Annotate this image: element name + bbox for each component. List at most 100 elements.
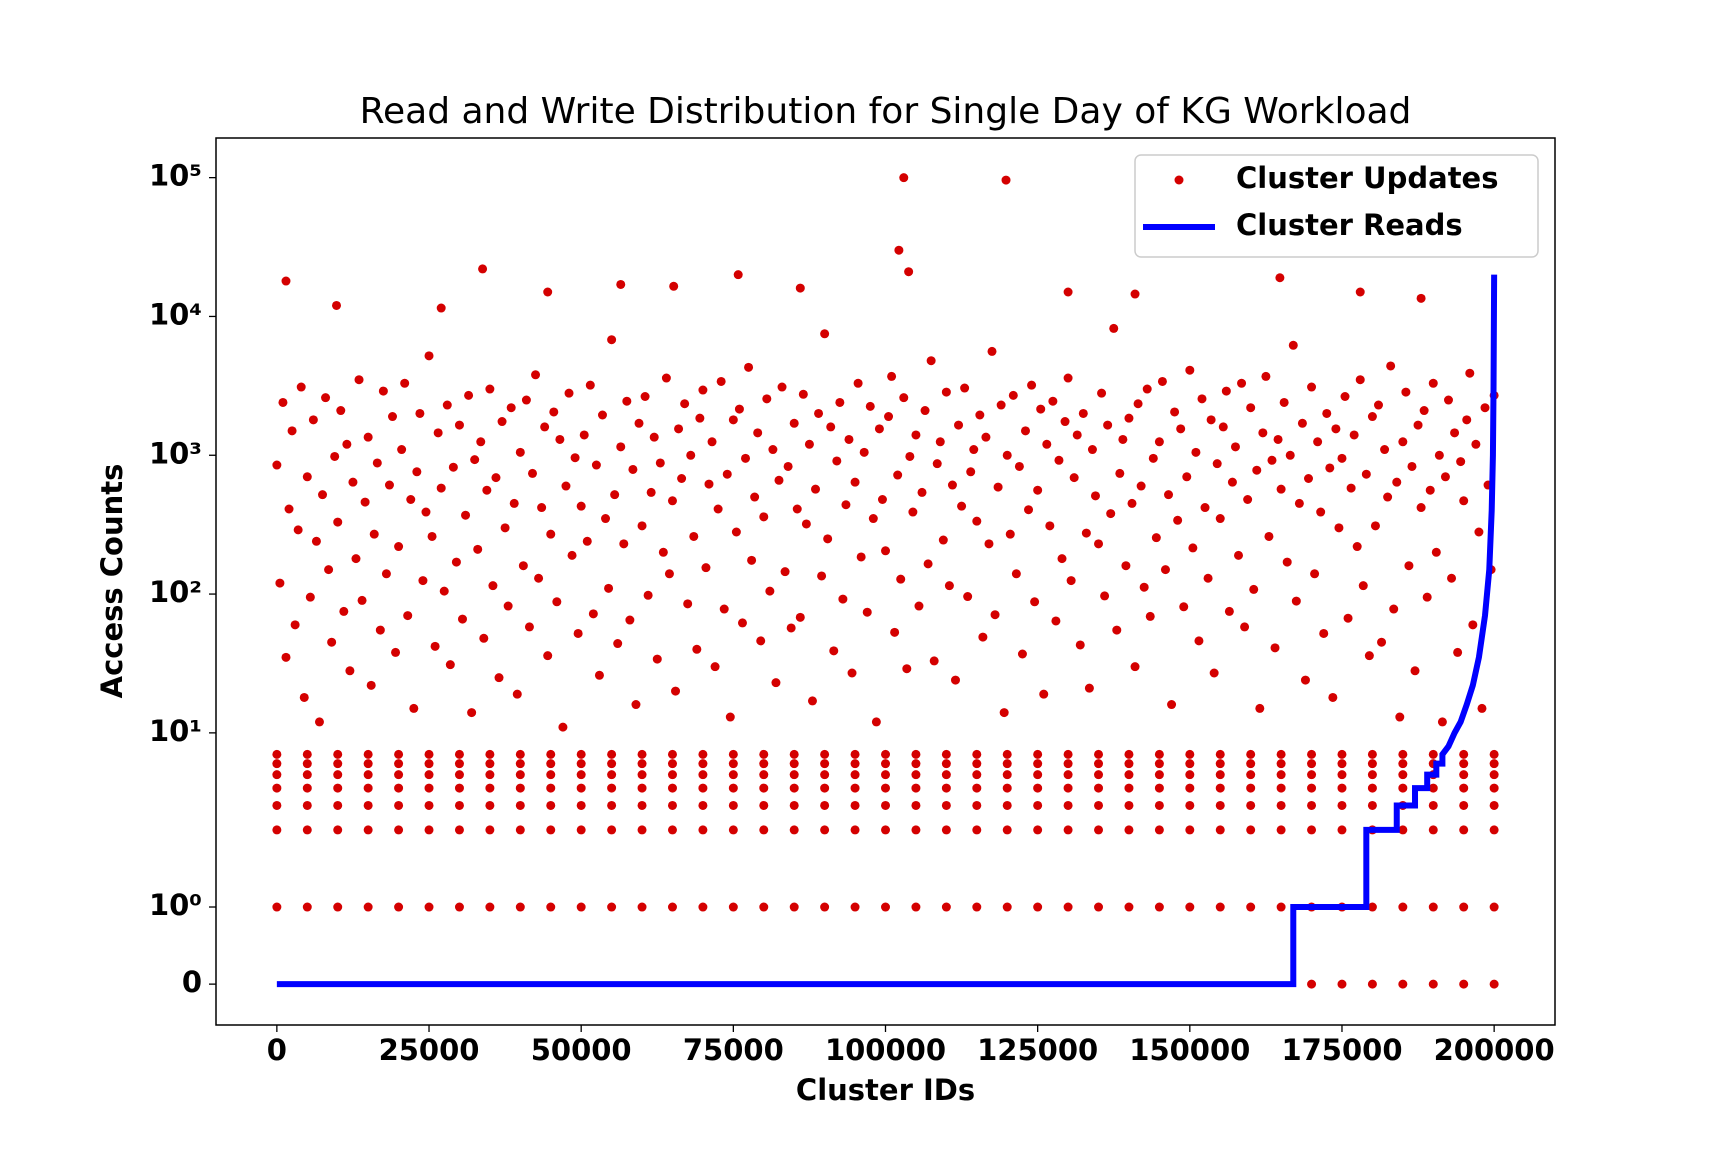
point: [941, 770, 951, 780]
point: [1459, 783, 1469, 793]
point: [363, 902, 373, 912]
point: [1367, 759, 1377, 769]
point: [1230, 442, 1240, 452]
point: [1124, 783, 1134, 793]
point: [576, 800, 586, 810]
point: [576, 749, 586, 759]
point: [588, 609, 598, 619]
point: [1337, 453, 1347, 463]
point: [366, 680, 376, 690]
point: [327, 637, 337, 647]
point: [792, 504, 802, 514]
point: [1130, 662, 1140, 672]
point: [576, 825, 586, 835]
legend-label: Cluster Updates: [1236, 161, 1499, 195]
point: [1294, 498, 1304, 508]
point: [1307, 979, 1317, 989]
point: [552, 597, 562, 607]
point: [333, 800, 343, 810]
point: [713, 504, 723, 514]
point: [1346, 483, 1356, 493]
point: [926, 356, 936, 366]
point: [1002, 902, 1012, 912]
point: [899, 173, 909, 183]
point: [1489, 979, 1499, 989]
point: [1459, 496, 1469, 506]
point: [363, 800, 373, 810]
point: [1307, 770, 1317, 780]
point: [902, 664, 912, 674]
point: [391, 647, 401, 657]
point: [1154, 902, 1164, 912]
point: [1042, 439, 1052, 449]
point: [570, 453, 580, 463]
point: [372, 458, 382, 468]
point: [1182, 472, 1192, 482]
point: [1185, 902, 1195, 912]
point: [941, 825, 951, 835]
point: [381, 569, 391, 579]
point: [1377, 637, 1387, 647]
point: [652, 654, 662, 664]
point: [832, 456, 842, 466]
point: [454, 420, 464, 430]
y-tick-label: 10¹: [149, 714, 202, 748]
point: [1307, 382, 1317, 392]
point: [728, 415, 738, 425]
point: [747, 555, 757, 565]
point: [1136, 481, 1146, 491]
point: [476, 437, 486, 447]
point: [1334, 523, 1344, 533]
point: [1224, 606, 1234, 616]
point: [555, 434, 565, 444]
point: [339, 606, 349, 616]
point: [637, 759, 647, 769]
point: [786, 623, 796, 633]
point: [503, 601, 513, 611]
point: [734, 404, 744, 414]
point: [534, 573, 544, 583]
point: [759, 825, 769, 835]
point: [655, 458, 665, 468]
point: [1011, 569, 1021, 579]
point: [1078, 408, 1088, 418]
point: [911, 825, 921, 835]
point: [841, 500, 851, 510]
point: [759, 770, 769, 780]
point: [607, 825, 617, 835]
point: [722, 469, 732, 479]
point: [914, 601, 924, 611]
point: [287, 426, 297, 436]
point: [1170, 407, 1180, 417]
point: [975, 410, 985, 420]
point: [1480, 403, 1490, 413]
point: [363, 759, 373, 769]
point: [515, 902, 525, 912]
point: [1364, 651, 1374, 661]
point: [1002, 800, 1012, 810]
point: [1094, 902, 1104, 912]
point: [272, 902, 282, 912]
point: [1008, 390, 1018, 400]
point: [728, 902, 738, 912]
point: [272, 759, 282, 769]
point: [850, 902, 860, 912]
point: [871, 717, 881, 727]
point: [865, 401, 875, 411]
point: [664, 569, 674, 579]
point: [409, 703, 419, 713]
point: [801, 519, 811, 529]
point: [777, 382, 787, 392]
point: [996, 400, 1006, 410]
point: [890, 627, 900, 637]
point: [1246, 749, 1256, 759]
point: [698, 825, 708, 835]
point: [677, 474, 687, 484]
point: [604, 583, 614, 593]
point: [1471, 439, 1481, 449]
point: [920, 406, 930, 416]
point: [1416, 293, 1426, 303]
point: [640, 392, 650, 402]
point: [1200, 503, 1210, 513]
point: [704, 479, 714, 489]
